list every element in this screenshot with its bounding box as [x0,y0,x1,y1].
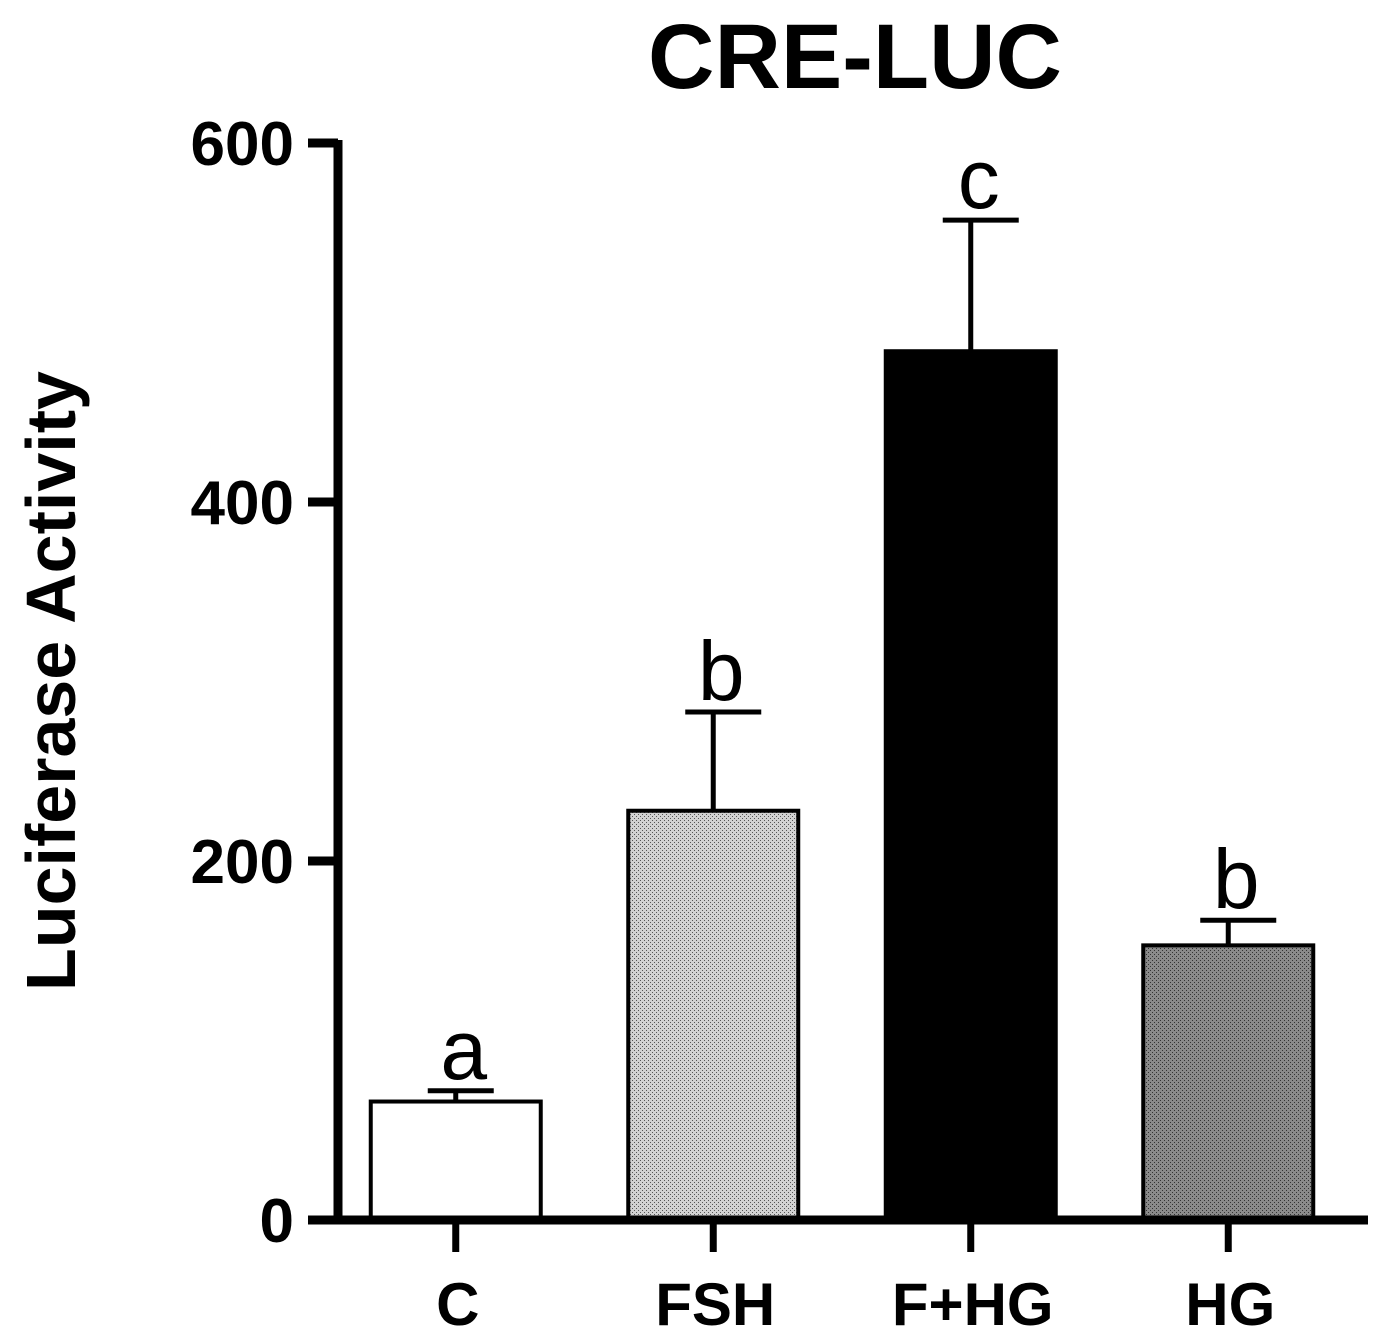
y-axis-label: Luciferase Activity [12,371,90,991]
chart-title: CRE-LUC [648,6,1062,108]
significance-label: b [698,624,745,718]
x-tick-label: F+HG [892,1271,1054,1338]
bars [368,349,1316,1223]
significance-label: c [958,132,1000,226]
y-tick-label: 200 [191,828,294,897]
significance-label: b [1213,832,1260,926]
significance-labels: a b c b [440,132,1259,1097]
bar-c [368,1099,543,1223]
error-bars [427,217,1277,1102]
y-tick-label: 600 [191,110,294,179]
x-tick-label: C [436,1271,479,1338]
y-tick-label: 400 [191,469,294,538]
x-tick-label: HG [1185,1271,1275,1338]
bar-hg [1141,943,1316,1222]
x-axis-ticks: C FSH F+HG HG [436,1220,1275,1338]
significance-label: a [440,1003,487,1097]
x-tick-label: FSH [655,1271,775,1338]
bar-fsh [626,808,801,1222]
y-axis-ticks: 0 200 400 600 [191,110,338,1256]
y-tick-label: 0 [260,1187,294,1256]
bar-f-hg [883,349,1058,1223]
